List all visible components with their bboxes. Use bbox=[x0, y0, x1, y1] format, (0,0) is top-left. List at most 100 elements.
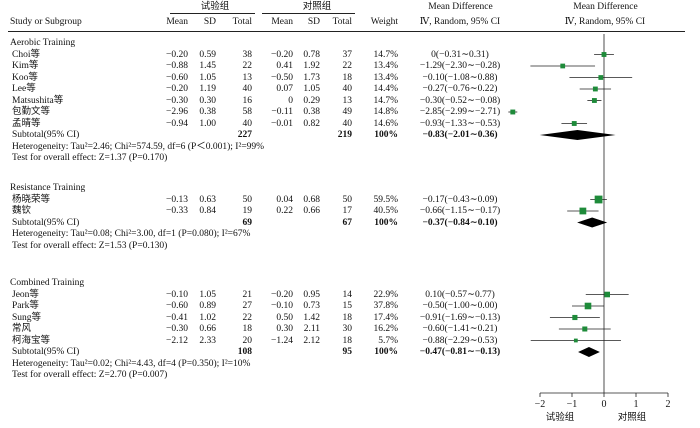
study-w: 5.7% bbox=[378, 335, 398, 346]
study-m2: 0.22 bbox=[276, 206, 293, 216]
study-m1: −0.30 bbox=[166, 95, 188, 106]
study-n2: 30 bbox=[342, 324, 353, 334]
study-sd2: 1.92 bbox=[303, 61, 320, 71]
study-n2: 18 bbox=[342, 72, 353, 83]
study-ci: 0.10(−0.57∼0.77) bbox=[425, 289, 495, 300]
subtotal-n1: 227 bbox=[237, 130, 252, 140]
effect-marker bbox=[592, 86, 598, 92]
study-n2: 49 bbox=[342, 107, 353, 117]
study-n2: 14 bbox=[342, 289, 353, 300]
overall-effect-text: Test for overall effect: Z=1.53 (P=0.130… bbox=[12, 240, 168, 251]
study-n1: 40 bbox=[242, 118, 253, 129]
effect-marker bbox=[591, 98, 597, 103]
section-title: Resistance Training bbox=[10, 183, 86, 193]
subtotal-n1: 108 bbox=[237, 347, 252, 357]
study-m1: −0.94 bbox=[166, 118, 188, 129]
subtotal-diamond bbox=[578, 347, 600, 357]
study-sd1: 0.84 bbox=[199, 206, 216, 216]
study-w: 59.5% bbox=[373, 194, 398, 205]
subtotal-ci: −0.47(−0.81∼−0.13) bbox=[419, 347, 501, 357]
study-n2: 50 bbox=[342, 194, 353, 205]
study-n1: 50 bbox=[242, 194, 253, 205]
study-name: 魏钦 bbox=[12, 206, 32, 216]
study-sd2: 0.82 bbox=[303, 118, 320, 129]
study-w: 40.5% bbox=[373, 206, 398, 216]
x-tick-label: −2 bbox=[535, 399, 546, 410]
section-title: Combined Training bbox=[10, 278, 85, 288]
study-sd1: 0.89 bbox=[199, 301, 216, 311]
study-name: Koo等 bbox=[12, 72, 38, 83]
study-ci: −0.66(−1.15∼−0.17) bbox=[419, 206, 501, 216]
study-m1: −2.12 bbox=[166, 335, 188, 346]
header-underline-exp bbox=[170, 13, 255, 14]
total-ctl-header: Total bbox=[332, 17, 352, 27]
study-sd1: 1.05 bbox=[199, 289, 216, 300]
study-name: Lee等 bbox=[12, 84, 36, 94]
study-m1: −0.20 bbox=[166, 84, 188, 94]
sd-ctl-header: SD bbox=[307, 17, 320, 27]
study-w: 22.9% bbox=[373, 289, 398, 300]
study-m1: −0.60 bbox=[166, 301, 188, 311]
effect-marker bbox=[584, 302, 592, 310]
header-underline-ctl bbox=[262, 13, 355, 14]
heterogeneity-text: Heterogeneity: Tau²=2.46; Chi²=574.59, d… bbox=[12, 141, 265, 152]
study-m1: −0.33 bbox=[166, 206, 188, 216]
study-sd1: 1.00 bbox=[199, 118, 216, 129]
subtotal-ci: −0.83(−2.01∼0.36) bbox=[422, 130, 498, 140]
study-w: 13.4% bbox=[373, 61, 398, 71]
study-m1: −0.10 bbox=[166, 289, 188, 300]
study-w: 14.4% bbox=[373, 84, 398, 94]
md-plot-title: Mean Difference bbox=[573, 2, 638, 12]
study-ci: −0.27(−0.76∼0.22) bbox=[422, 84, 498, 94]
effect-marker bbox=[572, 314, 578, 321]
study-n1: 19 bbox=[242, 206, 253, 216]
subtotal-n2: 95 bbox=[342, 347, 353, 357]
study-sd1: 1.05 bbox=[199, 72, 216, 83]
x-tick-label: −1 bbox=[567, 399, 578, 410]
study-n2: 15 bbox=[342, 301, 353, 311]
study-name: 包勤文等 bbox=[12, 107, 51, 117]
weight-header: Weight bbox=[370, 17, 398, 27]
study-ci: −0.60(−1.41∼0.21) bbox=[422, 324, 498, 334]
study-w: 16.2% bbox=[373, 324, 398, 334]
total-exp-header: Total bbox=[232, 17, 252, 27]
study-column-header: Study or Subgroup bbox=[10, 17, 82, 27]
effect-marker bbox=[579, 207, 587, 215]
subtotal-weight: 100% bbox=[374, 347, 398, 357]
sd-exp-header: SD bbox=[203, 17, 216, 27]
study-sd2: 2.12 bbox=[303, 335, 320, 346]
study-m2: 0 bbox=[288, 95, 293, 106]
study-ci: −1.29(−2.30∼−0.28) bbox=[419, 61, 501, 71]
subtotal-diamond bbox=[539, 130, 616, 140]
effect-marker bbox=[594, 195, 603, 204]
study-n1: 38 bbox=[242, 49, 253, 60]
study-name: Matsushita等 bbox=[12, 95, 64, 106]
study-name: 常风 bbox=[12, 324, 32, 334]
effect-marker bbox=[601, 52, 607, 57]
ci-column-header: Ⅳ, Random, 95% CI bbox=[419, 17, 501, 27]
study-m2: −0.20 bbox=[271, 289, 293, 300]
effect-marker bbox=[510, 109, 516, 115]
study-ci: −0.17(−0.43∼0.09) bbox=[422, 194, 498, 205]
overall-effect-text: Test for overall effect: Z=1.37 (P=0.170… bbox=[12, 153, 168, 163]
study-sd1: 1.45 bbox=[199, 61, 216, 71]
section-title: Aerobic Training bbox=[10, 38, 76, 48]
study-w: 14.6% bbox=[373, 118, 398, 129]
study-m2: −0.01 bbox=[271, 118, 293, 129]
study-sd2: 0.78 bbox=[303, 49, 320, 60]
study-sd2: 0.73 bbox=[303, 301, 320, 311]
study-name: Jeon等 bbox=[12, 289, 39, 300]
study-m1: −0.88 bbox=[166, 61, 188, 71]
x-axis-label-experimental: 试验组 bbox=[545, 413, 575, 423]
experimental-group-header: 试验组 bbox=[200, 2, 230, 12]
study-n1: 58 bbox=[242, 107, 253, 117]
study-name: 孟晴等 bbox=[12, 118, 41, 129]
effect-marker bbox=[604, 291, 610, 298]
effect-marker bbox=[560, 63, 566, 69]
study-w: 13.4% bbox=[373, 72, 398, 83]
study-ci: −0.91(−1.69∼−0.13) bbox=[419, 312, 501, 323]
study-n1: 27 bbox=[242, 301, 253, 311]
study-w: 14.7% bbox=[373, 95, 398, 106]
effect-marker bbox=[573, 338, 578, 343]
